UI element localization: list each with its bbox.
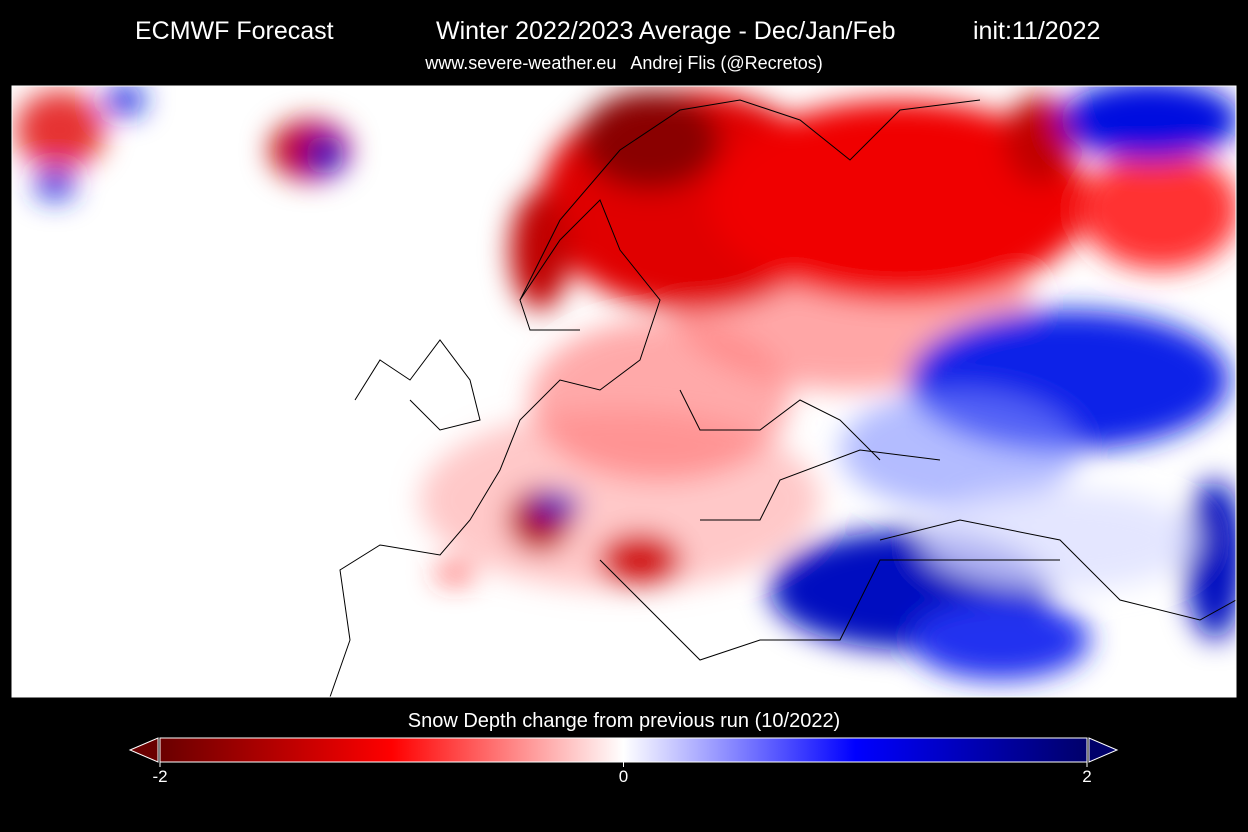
title: init:11/2022 [973, 17, 1101, 45]
map-frame [11, 85, 1237, 698]
tick-label: 2 [1082, 767, 1091, 786]
colorbar-ticks: -2 0 2 [152, 762, 1092, 786]
snow-field [15, 86, 1236, 680]
colorbar [159, 737, 1088, 763]
tick-label: 0 [619, 767, 628, 786]
title: Winter 2022/2023 Average - Dec/Jan/Feb [436, 17, 896, 45]
colorbar-high-arrow [1088, 737, 1119, 763]
coastlines [329, 99, 1236, 697]
tick-label: -2 [152, 767, 167, 786]
title: ECMWF Forecast [135, 17, 334, 45]
subtitle: www.severe-weather.eu Andrej Flis (@Recr… [425, 53, 823, 73]
colorbar-label: Snow Depth change from previous run (10/… [407, 710, 841, 732]
colorbar-low-arrow [128, 737, 159, 763]
